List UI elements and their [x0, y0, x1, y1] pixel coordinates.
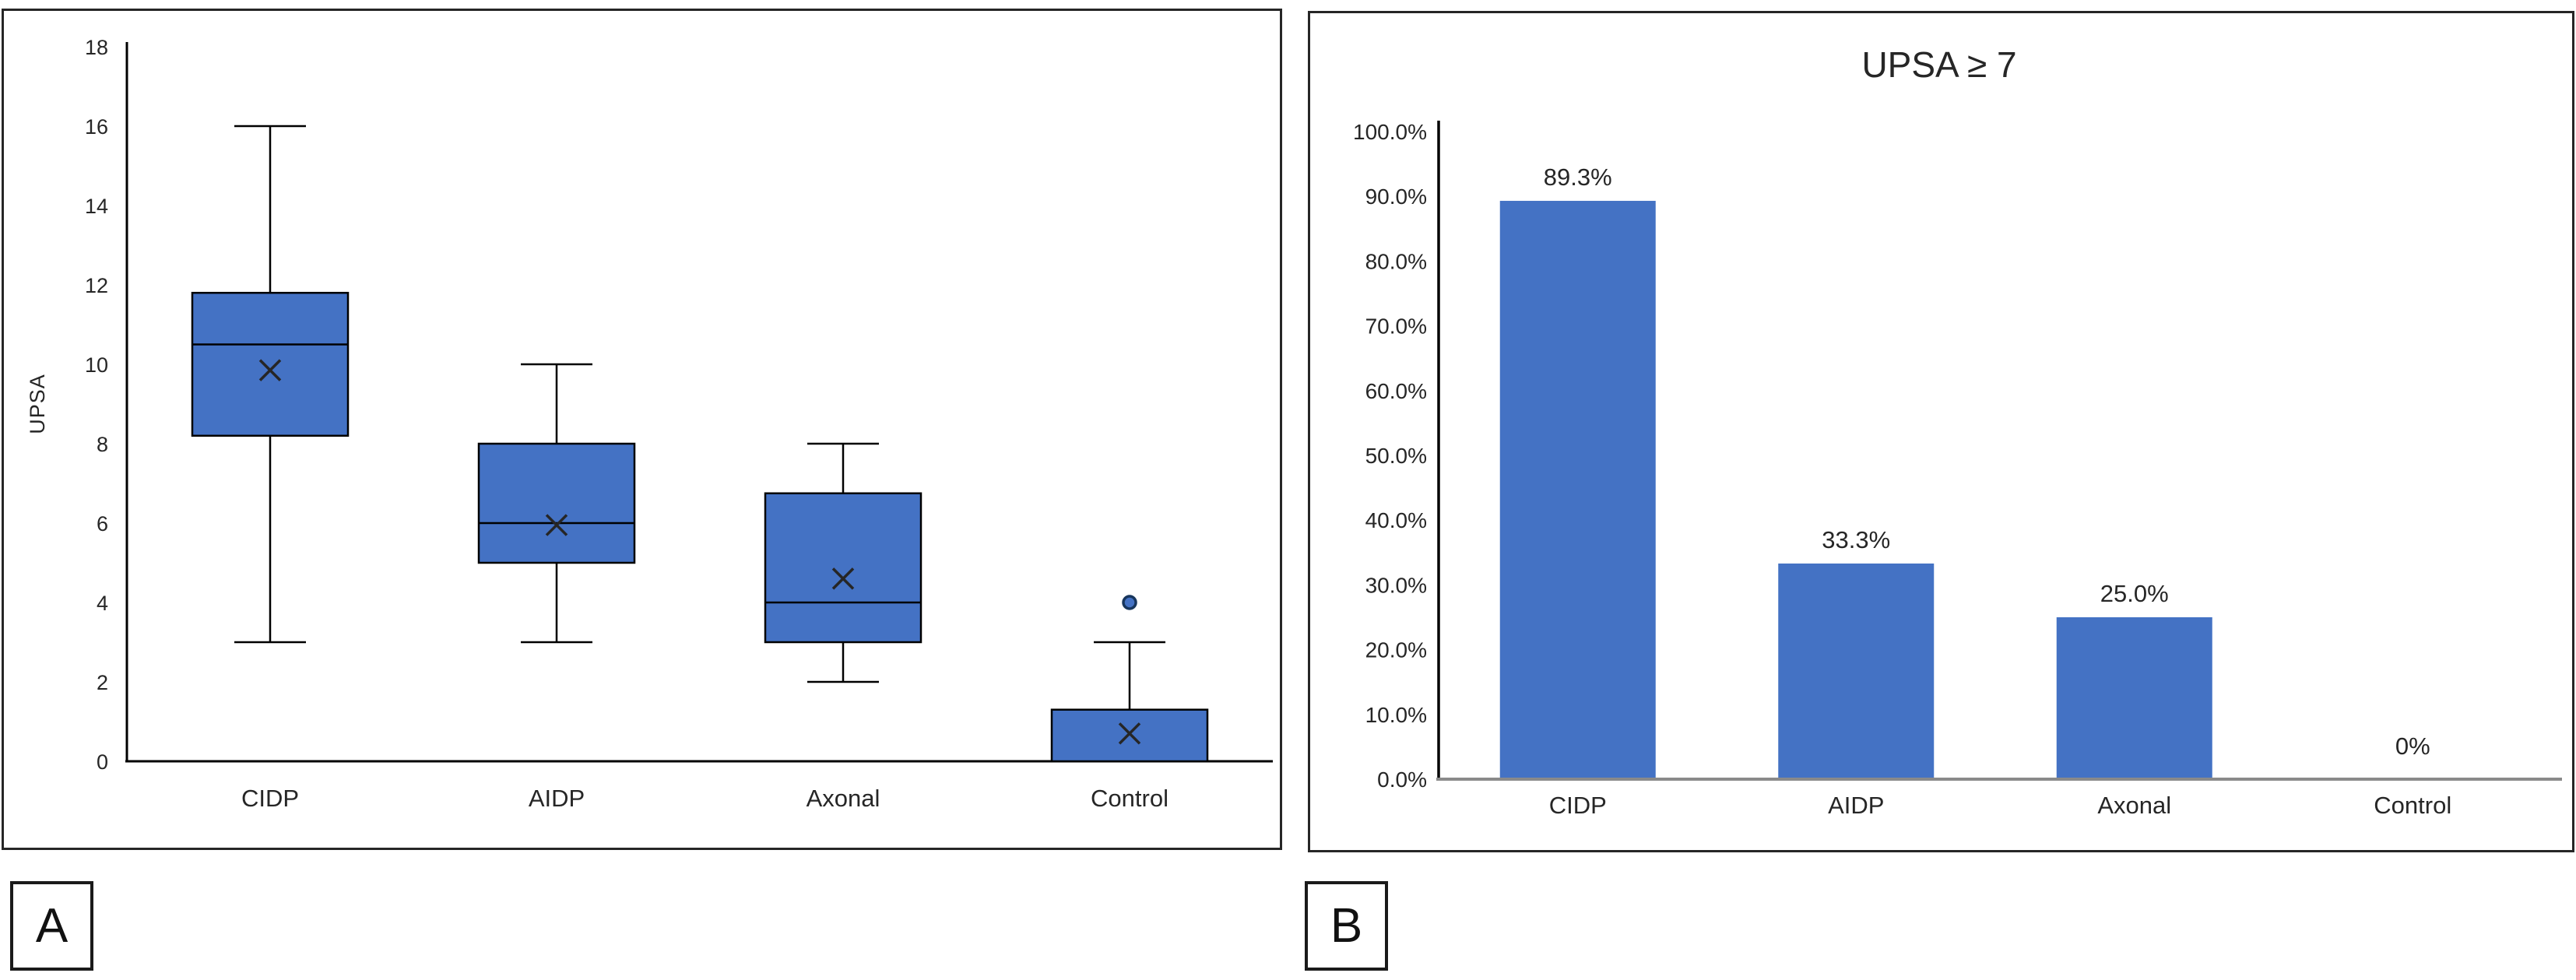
mean-marker	[545, 514, 568, 536]
y-tick-label: 6	[97, 512, 108, 536]
y-tick-label: 4	[97, 592, 108, 615]
box-AIDP	[477, 442, 636, 564]
y-tick-label: 10	[85, 353, 108, 377]
y-tick-label: 100.0%	[1353, 120, 1427, 144]
y-tick-label: 0	[97, 750, 108, 774]
x-category-label: Axonal	[2097, 792, 2171, 819]
y-tick-label: 18	[85, 36, 108, 59]
panel-a-boxplot: 0 2 4 6 8 10 12 14 16 18 UPSA CIDP AIDP Axonal Control	[2, 9, 1282, 850]
panel-b-tag-letter: B	[1330, 899, 1363, 953]
x-category-label: AIDP	[1828, 792, 1884, 819]
y-tick-label: 90.0%	[1365, 184, 1427, 209]
box-group-Control	[1050, 595, 1209, 763]
mean-marker	[1118, 722, 1141, 745]
chart-title: UPSA ≥ 7	[1861, 44, 2016, 85]
bar-CIDP	[1499, 201, 1656, 779]
y-tick-label: 60.0%	[1365, 379, 1427, 403]
y-tick-label: 20.0%	[1365, 638, 1427, 662]
y-tick-label: 30.0%	[1365, 573, 1427, 597]
bar-AIDP	[1778, 563, 1935, 779]
panel-a-tag-letter: A	[35, 899, 69, 953]
bar-data-label: 89.3%	[1544, 163, 1612, 191]
bar-data-label: 25.0%	[2100, 580, 2169, 607]
bar-Axonal	[2056, 617, 2212, 779]
x-category-label: Control	[1091, 785, 1169, 812]
panel-b-tag: B	[1305, 881, 1388, 971]
y-tick-label: 40.0%	[1365, 508, 1427, 532]
y-axis-title: UPSA	[26, 374, 49, 434]
box-group-CIDP	[191, 125, 350, 644]
box-group-AIDP	[477, 363, 636, 644]
bar-chart: UPSA ≥ 7 0.0% 10.0% 20.0% 30.0% 40.0% 50.0% 60.…	[1353, 44, 2562, 819]
x-category-label: AIDP	[529, 785, 585, 812]
boxplot-chart: 0 2 4 6 8 10 12 14 16 18 UPSA CIDP AIDP Axonal Control	[26, 36, 1273, 812]
bar-data-label: 0%	[2395, 732, 2430, 760]
y-tick-label: 2	[97, 671, 108, 694]
y-tick-label: 0.0%	[1377, 767, 1427, 792]
x-category-label: CIDP	[1549, 792, 1607, 819]
x-category-label: Control	[2374, 792, 2451, 819]
y-tick-label: 70.0%	[1365, 314, 1427, 339]
y-tick-label: 14	[85, 195, 108, 218]
box-Control	[1050, 708, 1209, 763]
y-tick-label: 16	[85, 115, 108, 139]
y-tick-label: 8	[97, 433, 108, 456]
mean-marker	[258, 359, 282, 381]
outlier-point	[1122, 595, 1137, 610]
mean-marker	[831, 567, 855, 590]
x-category-label: Axonal	[807, 785, 880, 812]
y-tick-label: 80.0%	[1365, 249, 1427, 273]
x-category-label: CIDP	[241, 785, 299, 812]
panel-b-barchart: UPSA ≥ 7 0.0% 10.0% 20.0% 30.0% 40.0% 50.0% 60.…	[1308, 11, 2574, 852]
y-tick-label: 50.0%	[1365, 444, 1427, 468]
box-CIDP	[191, 291, 350, 437]
box-Axonal	[764, 492, 923, 644]
bar-data-label: 33.3%	[1822, 526, 1890, 553]
box-group-Axonal	[764, 442, 923, 683]
y-tick-label: 12	[85, 274, 108, 297]
y-tick-label: 10.0%	[1365, 703, 1427, 727]
panel-a-tag: A	[10, 881, 93, 971]
